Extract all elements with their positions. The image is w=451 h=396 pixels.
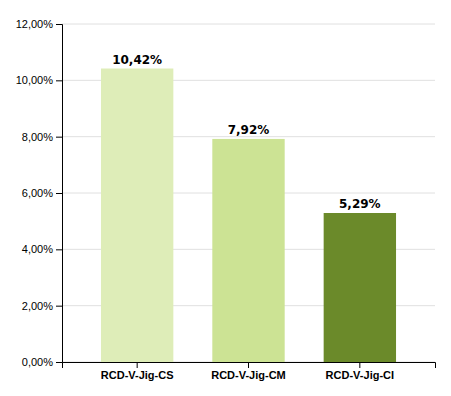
x-tick-mark	[137, 362, 138, 368]
y-tick-mark	[56, 137, 62, 138]
data-label: 7,92%	[228, 123, 270, 137]
y-tick: 0,00%	[22, 356, 62, 368]
y-tick-label: 0,00%	[22, 356, 53, 368]
x-tick-label: RCD-V-Jig-CS	[101, 369, 174, 381]
bar	[212, 139, 284, 362]
grid	[62, 24, 435, 362]
x-tick-label: RCD-V-Jig-CM	[211, 369, 286, 381]
bar	[101, 69, 173, 362]
y-tick: 8,00%	[22, 131, 62, 143]
x-axis: RCD-V-Jig-CS RCD-V-Jig-CM RCD-V-Jig-CI	[63, 362, 436, 381]
y-tick-mark	[56, 306, 62, 307]
y-tick-mark	[56, 362, 62, 363]
y-tick: 2,00%	[22, 300, 62, 312]
plot: 0,00% 2,00% 4,00% 6,00% 8,00% 10,00% 12,00% RCD…	[16, 18, 436, 381]
y-axis-line	[56, 25, 63, 363]
x-tick-label: RCD-V-Jig-CI	[326, 369, 394, 381]
x-tick: RCD-V-Jig-CS	[101, 362, 174, 381]
y-tick-label: 2,00%	[22, 300, 53, 312]
x-tick-mark	[248, 362, 249, 368]
data-labels: 10,42% 7,92% 5,29%	[112, 53, 380, 211]
y-tick: 6,00%	[22, 187, 62, 199]
x-axis-line	[63, 363, 436, 369]
x-tick: RCD-V-Jig-CM	[211, 362, 286, 381]
x-tick-mark	[359, 362, 360, 368]
y-tick-mark	[56, 249, 62, 250]
y-tick-label: 12,00%	[16, 18, 54, 30]
y-axis: 0,00% 2,00% 4,00% 6,00% 8,00% 10,00% 12,00%	[16, 18, 63, 368]
bar	[324, 213, 396, 362]
grid-line	[62, 24, 435, 25]
y-tick: 12,00%	[16, 18, 62, 30]
y-tick: 4,00%	[22, 243, 62, 255]
data-label: 10,42%	[112, 53, 162, 67]
chart: 0,00% 2,00% 4,00% 6,00% 8,00% 10,00% 12,00% RCD…	[0, 0, 451, 396]
y-tick: 10,00%	[16, 74, 62, 86]
data-label: 5,29%	[339, 197, 381, 211]
y-tick-mark	[56, 193, 62, 194]
y-tick-mark	[56, 80, 62, 81]
y-tick-label: 8,00%	[22, 131, 53, 143]
y-tick-label: 6,00%	[22, 187, 53, 199]
bars	[101, 69, 396, 362]
y-tick-mark	[56, 24, 62, 25]
y-tick-label: 4,00%	[22, 243, 53, 255]
y-tick-label: 10,00%	[16, 74, 54, 86]
x-tick: RCD-V-Jig-CI	[326, 362, 394, 381]
